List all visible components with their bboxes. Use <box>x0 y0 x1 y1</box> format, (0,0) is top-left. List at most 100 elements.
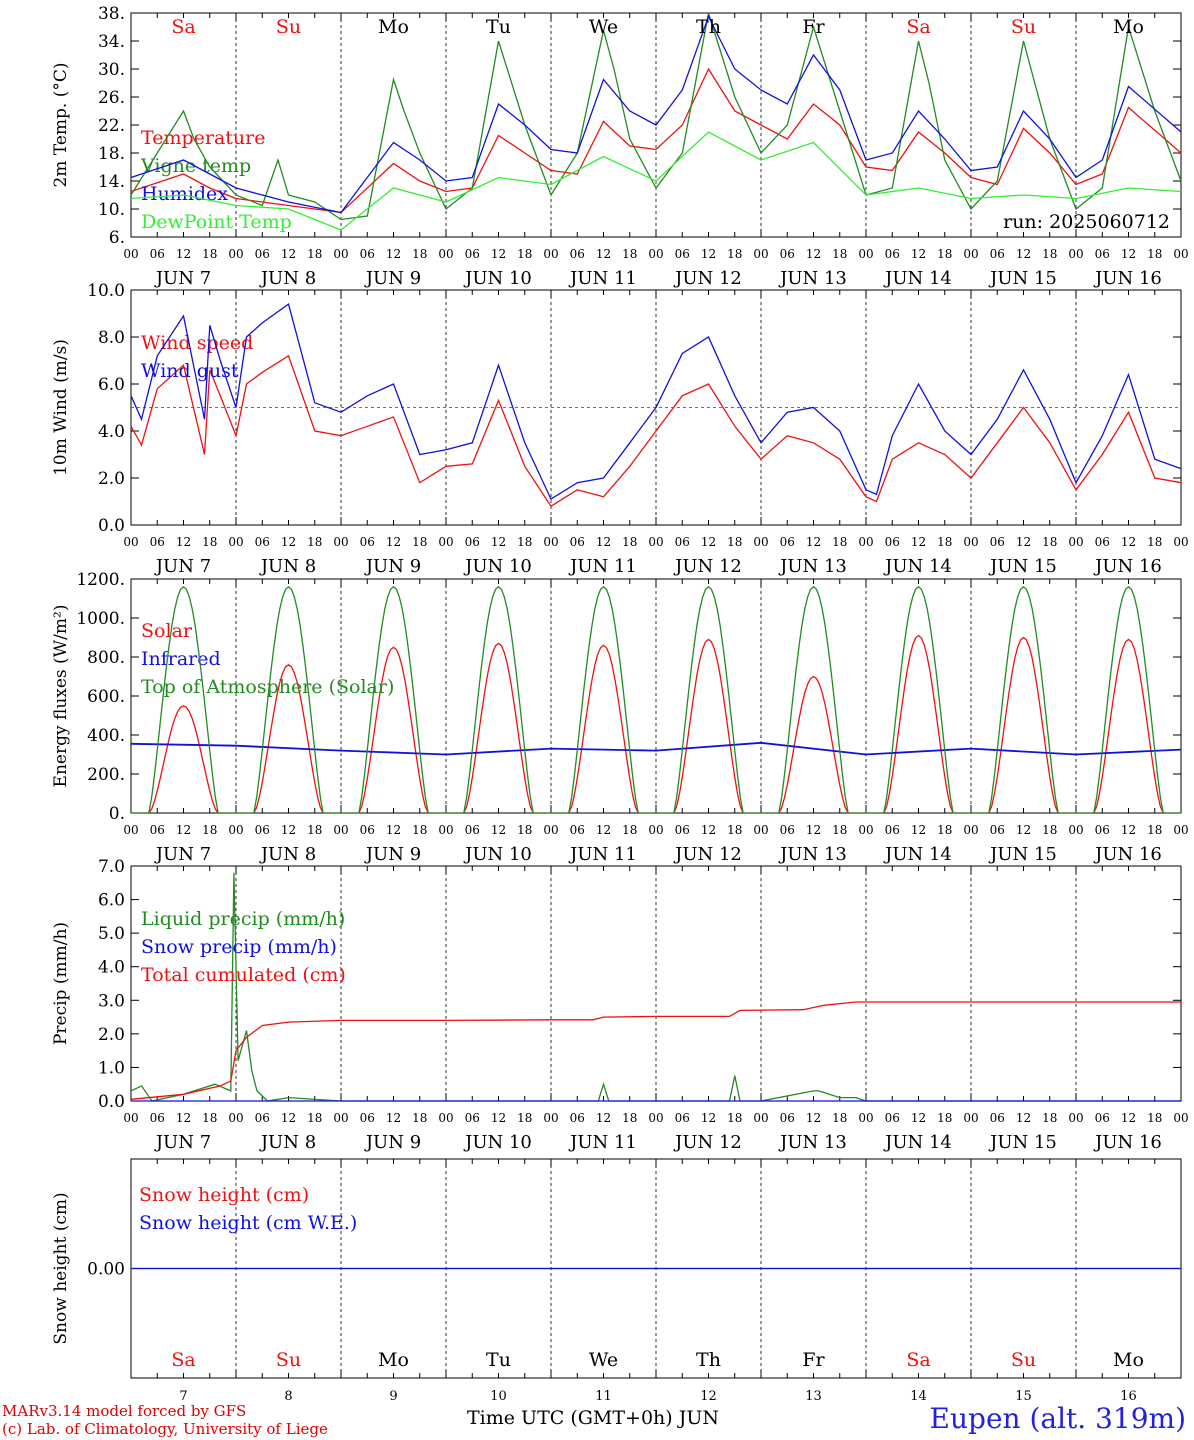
y-tick-label: 1200. <box>76 570 125 590</box>
hour-tick-label: 12 <box>176 247 191 261</box>
hour-tick-label: 06 <box>675 247 690 261</box>
hour-tick-label: 18 <box>622 1111 637 1125</box>
hour-tick-label: 06 <box>990 535 1005 549</box>
weekday-header: Su <box>276 16 301 38</box>
weekday-footer: Sa <box>171 1349 195 1371</box>
hour-tick-label: 12 <box>1121 247 1136 261</box>
hour-tick-label: 00 <box>228 1111 243 1125</box>
hour-tick-label: 18 <box>1147 1111 1162 1125</box>
hour-tick-label: 18 <box>832 1111 847 1125</box>
date-label: JUN 13 <box>778 268 847 289</box>
hour-tick-label: 06 <box>255 247 270 261</box>
legend-entry: Solar <box>141 620 193 642</box>
hour-tick-label: 12 <box>806 535 821 549</box>
hour-tick-label: 00 <box>1068 535 1083 549</box>
weekday-header: Fr <box>802 16 825 38</box>
weekday-footer: Tu <box>486 1349 511 1371</box>
model-credit: MARv3.14 model forced by GFS <box>2 1402 247 1420</box>
hour-tick-label: 12 <box>386 823 401 837</box>
legend-entry: DewPoint Temp <box>141 211 292 233</box>
hour-tick-label: 18 <box>832 823 847 837</box>
hour-tick-label: 06 <box>465 535 480 549</box>
hour-tick-label: 12 <box>806 823 821 837</box>
hour-tick-label: 18 <box>1147 535 1162 549</box>
hour-tick-label: 12 <box>281 247 296 261</box>
hour-tick-label: 12 <box>1016 247 1031 261</box>
hour-tick-label: 06 <box>675 1111 690 1125</box>
y-axis-label: Snow height (cm) <box>51 1192 71 1344</box>
date-label: JUN 14 <box>883 556 952 577</box>
date-label: JUN 9 <box>364 268 421 289</box>
weekday-footer: Su <box>1011 1349 1036 1371</box>
hour-tick-label: 12 <box>596 1111 611 1125</box>
y-tick-label: 5.0 <box>98 924 125 944</box>
y-tick-label: 800. <box>87 648 125 668</box>
hour-tick-label: 06 <box>150 823 165 837</box>
hour-tick-label: 18 <box>307 247 322 261</box>
hour-tick-label: 18 <box>202 535 217 549</box>
y-tick-label: 3.0 <box>98 991 125 1011</box>
y-tick-label: 10.0 <box>87 281 125 301</box>
hour-tick-label: 06 <box>465 823 480 837</box>
hour-tick-label: 00 <box>963 247 978 261</box>
hour-tick-label: 06 <box>990 247 1005 261</box>
y-tick-label: 2.0 <box>98 1025 125 1045</box>
date-label: JUN 8 <box>259 844 316 865</box>
hour-tick-label: 00 <box>963 1111 978 1125</box>
hour-tick-label: 06 <box>1095 247 1110 261</box>
hour-tick-label: 12 <box>386 247 401 261</box>
hour-tick-label: 12 <box>596 247 611 261</box>
hour-tick-label: 12 <box>911 247 926 261</box>
y-tick-label: 14. <box>98 172 125 192</box>
hour-tick-label: 18 <box>307 1111 322 1125</box>
day-number: 14 <box>910 1389 927 1404</box>
date-label: JUN 16 <box>1093 556 1162 577</box>
day-number: 7 <box>179 1389 187 1404</box>
hour-tick-label: 18 <box>937 1111 952 1125</box>
y-tick-label: 38. <box>98 4 125 24</box>
day-number: 10 <box>490 1389 507 1404</box>
hour-tick-label: 00 <box>543 535 558 549</box>
date-label: JUN 12 <box>673 844 742 865</box>
hour-tick-label: 18 <box>1147 247 1162 261</box>
weekday-header: We <box>589 16 618 38</box>
hour-tick-label: 06 <box>255 1111 270 1125</box>
weekday-header: Th <box>696 16 721 38</box>
hour-tick-label: 18 <box>937 247 952 261</box>
legend-entry: Snow precip (mm/h) <box>141 936 337 958</box>
y-tick-label: 18. <box>98 144 125 164</box>
hour-tick-label: 18 <box>307 535 322 549</box>
y-tick-label: 0. <box>109 804 125 824</box>
weekday-footer: Mo <box>1113 1349 1144 1371</box>
hour-tick-label: 12 <box>806 1111 821 1125</box>
hour-tick-label: 12 <box>491 1111 506 1125</box>
y-tick-label: 6. <box>109 228 125 248</box>
hour-tick-label: 12 <box>806 247 821 261</box>
hour-tick-label: 00 <box>438 823 453 837</box>
hour-tick-label: 06 <box>360 247 375 261</box>
hour-tick-label: 18 <box>412 823 427 837</box>
hour-tick-label: 18 <box>517 823 532 837</box>
hour-tick-label: 06 <box>1095 1111 1110 1125</box>
hour-tick-label: 00 <box>543 1111 558 1125</box>
weekday-footer: Fr <box>802 1349 825 1371</box>
hour-tick-label: 12 <box>1016 535 1031 549</box>
hour-tick-label: 18 <box>1042 1111 1057 1125</box>
hour-tick-label: 12 <box>1121 535 1136 549</box>
hour-tick-label: 06 <box>1095 535 1110 549</box>
y-tick-label: 0.0 <box>98 516 125 536</box>
hour-tick-label: 12 <box>701 823 716 837</box>
hour-tick-label: 06 <box>150 1111 165 1125</box>
hour-tick-label: 12 <box>281 823 296 837</box>
hour-tick-label: 00 <box>228 247 243 261</box>
hour-tick-label: 00 <box>753 823 768 837</box>
y-axis-label: 2m Temp. (°C) <box>51 62 71 187</box>
date-label: JUN 8 <box>259 556 316 577</box>
date-label: JUN 12 <box>673 1132 742 1153</box>
date-label: JUN 10 <box>463 556 532 577</box>
hour-tick-label: 06 <box>990 823 1005 837</box>
date-label: JUN 12 <box>673 268 742 289</box>
hour-tick-label: 18 <box>412 247 427 261</box>
hour-tick-label: 00 <box>438 1111 453 1125</box>
